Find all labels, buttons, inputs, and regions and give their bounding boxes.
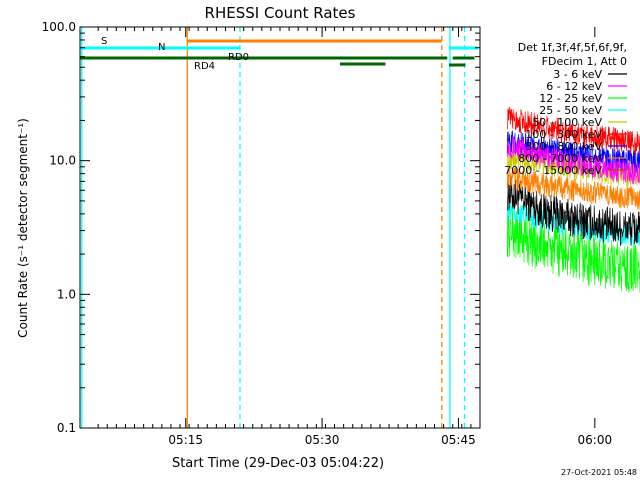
axis-layer: 05:1505:3005:4506:0006:1506:300.11.010.0… (42, 20, 613, 447)
legend-label: 6 - 12 keV (546, 80, 602, 93)
series-line (506, 206, 640, 294)
y-tick-label: 100.0 (42, 20, 76, 34)
legend-label: 50 - 100 keV (532, 116, 602, 129)
series-line (506, 174, 640, 247)
plot-frame (79, 26, 481, 429)
marker-layer: S N RD0 RD4 (80, 27, 479, 428)
x-tick-label: 05:15 (168, 433, 203, 447)
x-axis-label: Start Time (29-Dec-03 05:04:22) (172, 456, 384, 471)
saa-label: S (101, 36, 107, 47)
timestamp: 27-Oct-2021 05:48 (561, 468, 637, 477)
series-line (506, 135, 640, 185)
chart-title: RHESSI Count Rates (205, 4, 356, 22)
legend-label: 25 - 50 keV (539, 104, 602, 117)
legend-header-1: Det 1f,3f,4f,5f,6f,9f, (518, 41, 627, 54)
rd4-label: RD4 (194, 61, 215, 72)
legend-label: 100 - 300 keV (525, 128, 602, 141)
x-tick-label: 05:30 (305, 433, 340, 447)
rd0-label: RD0 (228, 52, 249, 63)
y-axis-label: Count Rate (s⁻¹ detector segment⁻¹) (16, 118, 30, 338)
legend-label: 12 - 25 keV (539, 92, 602, 105)
legend-label: 3 - 6 keV (553, 68, 602, 81)
night-label: N (158, 42, 165, 53)
y-tick-label: 10.0 (49, 154, 76, 168)
y-tick-label: 0.1 (57, 421, 76, 435)
legend-header-2: FDecim 1, Att 0 (542, 55, 627, 68)
series-line (506, 165, 640, 211)
legend-label: 300 - 800 keV (525, 140, 602, 153)
y-tick-label: 1.0 (57, 287, 76, 301)
x-tick-label: 05:45 (441, 433, 476, 447)
legend: Det 1f,3f,4f,5f,6f,9f, FDecim 1, Att 0 3… (504, 41, 627, 177)
x-tick-label: 06:00 (578, 433, 613, 447)
legend-label: 800 - 7000 keV (518, 152, 602, 165)
data-layer (506, 106, 640, 294)
series-line (506, 106, 640, 155)
legend-label: 7000 - 15000 keV (504, 164, 602, 177)
